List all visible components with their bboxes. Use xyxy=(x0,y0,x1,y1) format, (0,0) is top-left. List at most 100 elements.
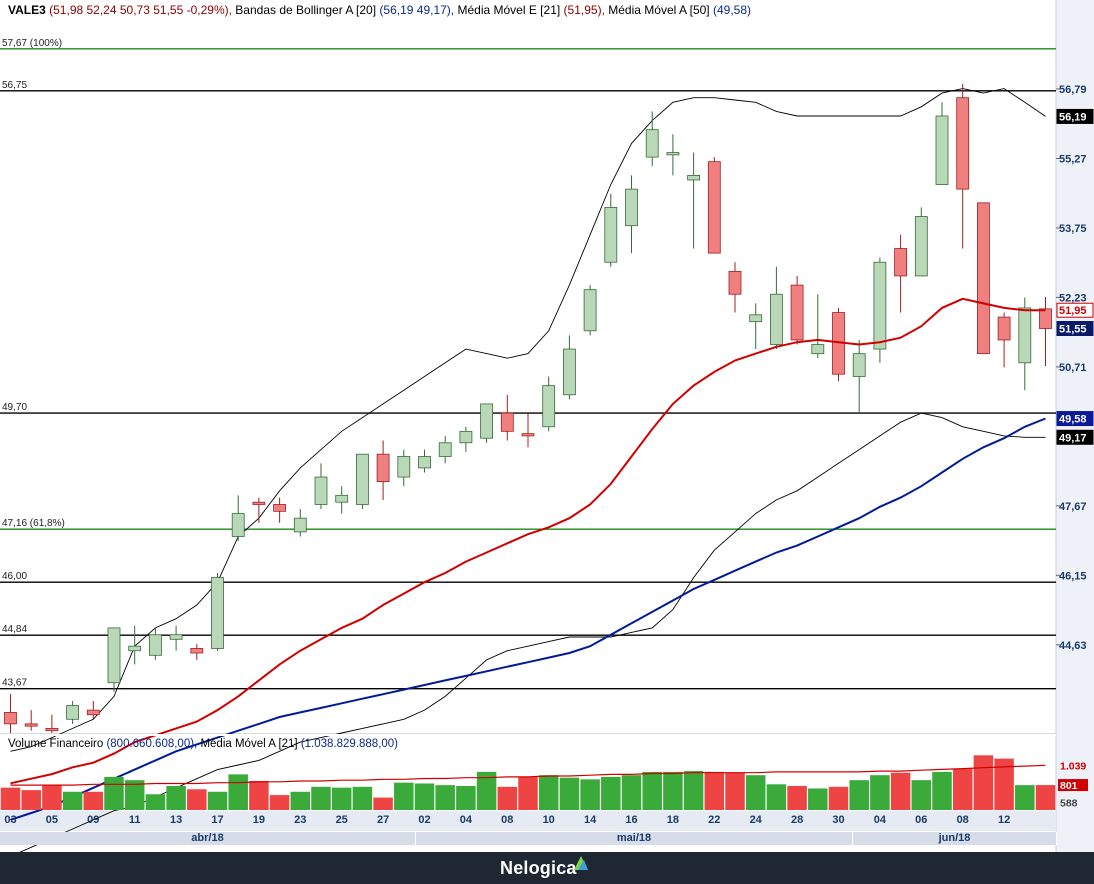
candle-body xyxy=(4,712,17,725)
volume-bar xyxy=(394,782,414,810)
volume-bar xyxy=(973,755,994,810)
volume-bar xyxy=(166,785,186,810)
y-tick-label: 56,79 xyxy=(1059,84,1087,96)
volume-values: (800.660.608,00), xyxy=(106,738,198,750)
x-tick-label: 09 xyxy=(87,814,99,826)
volume-bar xyxy=(1015,785,1035,810)
volume-bar xyxy=(62,791,83,810)
candle-body xyxy=(480,403,494,439)
volume-bar xyxy=(42,785,62,810)
price-chart[interactable]: 57,67 (100%) 56,75 49,70 47,16 (61,8%) 46,00… xyxy=(0,0,1094,852)
volume-bar xyxy=(207,791,228,810)
level-label: 43,67 xyxy=(2,678,27,689)
bollinger-lower-line xyxy=(19,412,1046,852)
volume-bar xyxy=(621,775,642,810)
y-tick-label: 44,63 xyxy=(1059,640,1087,652)
candle-body xyxy=(86,709,100,716)
candle-body xyxy=(169,634,183,640)
candle-body xyxy=(666,152,680,156)
candle-body xyxy=(1018,307,1032,364)
volume-label: Volume Financeiro xyxy=(8,738,104,750)
price-badge-label: 56,19 xyxy=(1059,111,1087,123)
volume-bar xyxy=(704,771,725,810)
ema-values: (51,95), xyxy=(563,3,605,17)
candle-body xyxy=(148,634,162,656)
y-tick-label: 47,67 xyxy=(1059,501,1087,513)
price-badge-label: 49,58 xyxy=(1059,414,1087,426)
candle-body xyxy=(542,385,556,428)
price-badge xyxy=(1056,321,1094,337)
volume-header: Volume Financeiro (800.660.608,00), Médi… xyxy=(0,736,398,752)
candle-body xyxy=(977,202,990,355)
volume-bar xyxy=(269,795,290,810)
x-tick-label: 08 xyxy=(957,814,969,826)
level-label: 47,16 (61,8%) xyxy=(2,518,65,529)
volume-bar xyxy=(145,794,166,810)
volume-bar xyxy=(352,786,373,810)
volume-bar xyxy=(601,776,621,810)
x-tick-label: 11 xyxy=(129,814,141,826)
volume-bar xyxy=(808,788,828,810)
x-tick-label: 04 xyxy=(460,814,473,826)
volume-bar xyxy=(911,780,932,810)
candle-body xyxy=(355,453,369,505)
level-label: 57,67 (100%) xyxy=(2,38,62,49)
ema-label: Média Móvel E [21] xyxy=(457,3,561,17)
x-tick-label: 03 xyxy=(4,814,16,826)
candle-body xyxy=(873,261,887,350)
candle-body xyxy=(894,248,907,277)
level-label: 49,70 xyxy=(2,402,27,413)
x-tick-label: 22 xyxy=(708,814,720,826)
x-tick-label: 18 xyxy=(667,814,679,826)
candle-body xyxy=(563,348,576,396)
bollinger-label: Bandas de Bollinger A [20] xyxy=(235,3,377,17)
candle-body xyxy=(211,577,224,649)
volume-badge xyxy=(1058,779,1088,792)
volume-bar xyxy=(766,784,787,810)
x-tick-label: 16 xyxy=(625,814,637,826)
candle-body xyxy=(749,314,763,323)
candle-body xyxy=(190,648,204,654)
volume-ma-values: (1.038.829.888,00) xyxy=(300,738,399,750)
volume-ma-line xyxy=(10,764,1046,786)
volume-bar xyxy=(642,771,662,810)
footer-bar: Nelogica xyxy=(0,852,1094,884)
volume-bar xyxy=(0,787,21,810)
x-tick-label: 24 xyxy=(750,814,763,826)
price-badge-label: 49,17 xyxy=(1059,432,1087,444)
y-tick-label: 46,15 xyxy=(1059,570,1087,582)
candle-body xyxy=(273,504,287,512)
candle-body xyxy=(604,206,618,263)
y-tick-label: 55,27 xyxy=(1059,153,1087,165)
volume-bar xyxy=(890,772,911,810)
volume-bar xyxy=(228,774,248,810)
logo-mark-icon xyxy=(574,856,588,870)
volume-bar xyxy=(683,771,704,810)
candle-body xyxy=(252,501,266,505)
volume-bar xyxy=(932,771,952,810)
level-label: 44,84 xyxy=(2,624,27,635)
bollinger-values: (56,19 49,17), xyxy=(379,3,455,17)
volume-bar xyxy=(663,771,683,810)
candle-body xyxy=(852,353,866,377)
candle-body xyxy=(914,216,928,277)
volume-bar xyxy=(124,780,145,810)
volume-bar xyxy=(787,785,807,810)
candle-body xyxy=(107,627,121,684)
ohlc-values: (51,98 52,24 50,73 51,55 -0,29%), xyxy=(49,3,232,17)
y-tick-label: 50,71 xyxy=(1059,362,1087,374)
volume-bar xyxy=(311,786,331,810)
candle-body xyxy=(811,344,825,355)
volume-bar xyxy=(725,772,745,810)
candle-body xyxy=(770,293,783,345)
x-tick-label: 27 xyxy=(377,814,389,826)
volume-bar xyxy=(331,787,352,810)
x-tick-label: 08 xyxy=(501,814,513,826)
volume-bar xyxy=(518,776,538,810)
volume-bar xyxy=(83,791,104,810)
volume-bar xyxy=(249,781,269,810)
volume-tick-label: 588 xyxy=(1060,798,1078,810)
x-tick-label: 12 xyxy=(998,814,1010,826)
month-label: abr/18 xyxy=(0,832,416,845)
sma-label: Média Móvel A [50] xyxy=(608,3,710,17)
